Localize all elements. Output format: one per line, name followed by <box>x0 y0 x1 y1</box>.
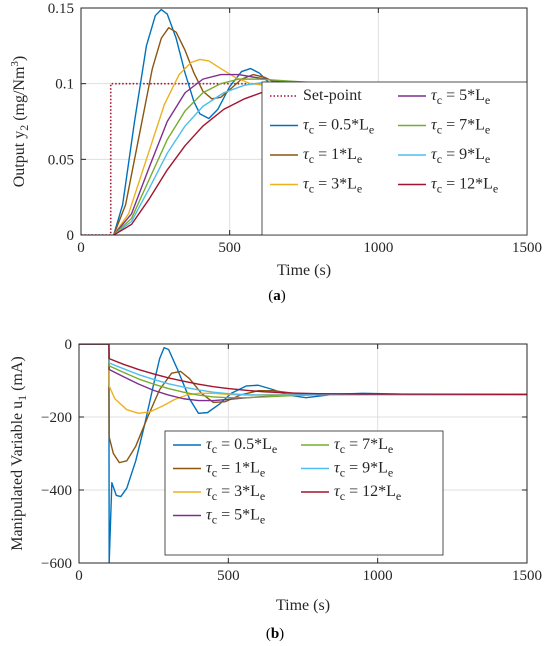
x-tick-label: 500 <box>218 240 241 256</box>
chart-panel-1: 0 500 1000 1500 0 0.05 0.1 0.15 Time (s) Output y… <box>9 1 542 304</box>
legend-entry-label: τc = 0.5*Le <box>206 436 277 456</box>
y-axis-label: Output y2 (mg/Nm3) <box>9 56 31 188</box>
legend-entry-label: τc = 5*Le <box>431 87 490 107</box>
y-tick-label: 0.05 <box>48 152 74 168</box>
legend-entry-label: τc = 3*Le <box>303 176 362 196</box>
legend-box <box>261 81 528 236</box>
y-tick-label: −200 <box>41 410 72 426</box>
x-tick-label: 500 <box>217 568 240 584</box>
x-axis-label: Time (s) <box>277 262 331 279</box>
x-tick-label: 1000 <box>363 568 393 584</box>
y-tick-label: −600 <box>41 556 72 572</box>
x-tick-label: 1000 <box>363 240 393 256</box>
legend: Set-point τc = 5*Le τc = 0.5*Le τc = 7*Le τc… <box>261 81 528 236</box>
legend: τc = 0.5*Le τc = 7*Le τc = 1*Le τc = 9*Le τc… <box>164 430 444 556</box>
y-tick-label: 0 <box>67 228 75 244</box>
legend-entry-label: τc = 3*Le <box>206 483 265 503</box>
y-tick-label: 0.1 <box>55 77 74 93</box>
legend-entry-label: Set-point <box>303 87 362 104</box>
legend-entry-label: τc = 0.5*Le <box>303 117 374 137</box>
legend-entry-label: τc = 7*Le <box>431 117 490 137</box>
series-line-tau-c-12 <box>79 344 527 396</box>
series-line-tau-c-0.5 <box>79 344 527 563</box>
y-tick-label: 0.15 <box>48 1 74 17</box>
series-line-tau-c-9 <box>79 344 527 396</box>
x-tick-label: 0 <box>77 240 85 256</box>
y-tick-label: −400 <box>41 483 72 499</box>
y-axis-label: Manipulated Variable u1 (mA) <box>9 356 29 551</box>
legend-entry-label: τc = 1*Le <box>303 146 362 166</box>
axes-frame <box>78 343 528 564</box>
legend-entry-label: τc = 12*Le <box>334 483 401 503</box>
legend-entry-label: τc = 12*Le <box>431 176 498 196</box>
y-tick-label: 0 <box>65 337 73 353</box>
x-axis-label: Time (s) <box>276 597 330 614</box>
legend-entry-label: τc = 5*Le <box>206 507 265 527</box>
legend-entry-label: τc = 7*Le <box>334 436 393 456</box>
legend-entry-label: τc = 1*Le <box>206 460 265 480</box>
x-tick-label: 0 <box>75 568 83 584</box>
legend-box <box>164 430 444 556</box>
legend-entry-label: τc = 9*Le <box>334 460 393 480</box>
subfigure-label: (b) <box>266 626 284 642</box>
chart-panel-2: 0 500 1000 1500 −600 −400 −200 0 Time (s) Manipul… <box>9 337 542 642</box>
x-tick-label: 1500 <box>512 240 542 256</box>
x-tick-label: 1500 <box>512 568 542 584</box>
subfigure-label: (a) <box>268 288 286 304</box>
legend-entry-label: τc = 9*Le <box>431 146 490 166</box>
